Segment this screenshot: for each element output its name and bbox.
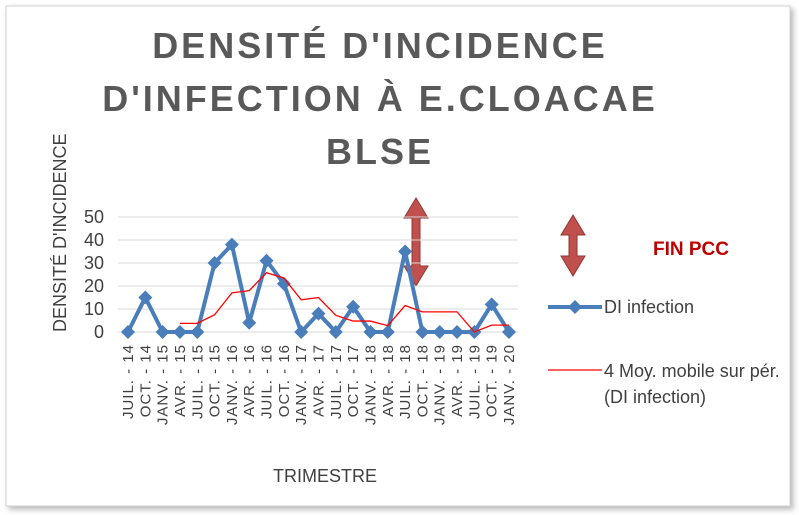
data-point: [242, 315, 257, 330]
data-point: [398, 244, 413, 259]
x-tick-label: JUIL. - 14: [120, 344, 137, 419]
x-tick-label: JUIL. - 16: [259, 344, 276, 419]
x-tick-label: OCT. - 14: [137, 344, 154, 417]
x-tick-label: JANV. - 18: [362, 344, 379, 425]
data-point: [138, 290, 153, 305]
data-point: [155, 325, 170, 339]
series-line: [179, 272, 509, 333]
data-point: [328, 325, 343, 339]
y-tick-label: 20: [84, 276, 104, 296]
y-tick-label: 50: [84, 207, 104, 227]
x-tick-label: OCT. - 18: [414, 344, 431, 417]
x-tick-label: OCT. - 16: [276, 344, 293, 417]
data-point: [121, 325, 135, 339]
data-point: [190, 325, 205, 339]
x-tick-label: AVR. - 19: [449, 344, 466, 417]
data-point: [207, 256, 222, 270]
data-point: [502, 325, 516, 339]
x-tick-label: AVR. - 18: [380, 344, 397, 417]
data-point: [380, 325, 395, 339]
x-tick-label: OCT. - 19: [484, 344, 501, 417]
x-tick-label: JANV. - 15: [155, 344, 172, 425]
x-tick-label: AVR. - 15: [172, 344, 189, 417]
legend-label: DI infection: [604, 297, 695, 317]
data-point: [484, 297, 499, 312]
x-tick-label: OCT. - 17: [345, 344, 362, 417]
y-tick-label: 30: [84, 253, 104, 273]
y-axis-label: DENSITÉ D'INCIDENCE: [50, 134, 70, 332]
y-tick-label: 40: [84, 230, 104, 250]
arrow: [403, 197, 586, 287]
x-tick-label: JUIL. - 18: [397, 344, 414, 419]
legend-label: 4 Moy. mobile sur pér. (DI infection): [604, 361, 780, 407]
x-tick-label: OCT. - 15: [207, 344, 224, 417]
data-point: [346, 299, 361, 314]
y-tick-label: 10: [84, 299, 104, 319]
data-point: [415, 325, 430, 339]
annotation-box: [613, 218, 769, 278]
data-point: [172, 325, 187, 339]
x-tick-label: AVR. - 17: [311, 344, 328, 417]
x-tick-label: AVR. - 16: [241, 344, 258, 417]
chart-title: DENSITÉ D'INCIDENCE D'INFECTION À E.CLOAC…: [102, 25, 658, 172]
x-tick-label: JANV. - 19: [432, 344, 449, 425]
x-tick-label: JANV. - 20: [501, 344, 518, 425]
data-point: [311, 306, 326, 321]
x-tick-label: JUIL. - 19: [466, 344, 483, 419]
legend-swatch: [568, 300, 582, 314]
annotation: FIN PCC: [653, 239, 729, 260]
data-point: [363, 325, 378, 339]
data-point: [276, 276, 291, 291]
data-point: [224, 237, 239, 252]
data-point: [450, 325, 465, 339]
x-tick-label: JUIL. - 15: [189, 344, 206, 419]
data-point: [294, 325, 309, 339]
x-axis-label: TRIMESTRE: [273, 466, 377, 486]
x-tick-label: JUIL. - 17: [328, 344, 345, 419]
y-tick-label: 0: [94, 322, 104, 342]
data-point: [259, 253, 274, 268]
data-point: [432, 325, 447, 339]
x-tick-label: JANV. - 17: [293, 344, 310, 425]
x-tick-label: JANV. - 16: [224, 344, 241, 425]
